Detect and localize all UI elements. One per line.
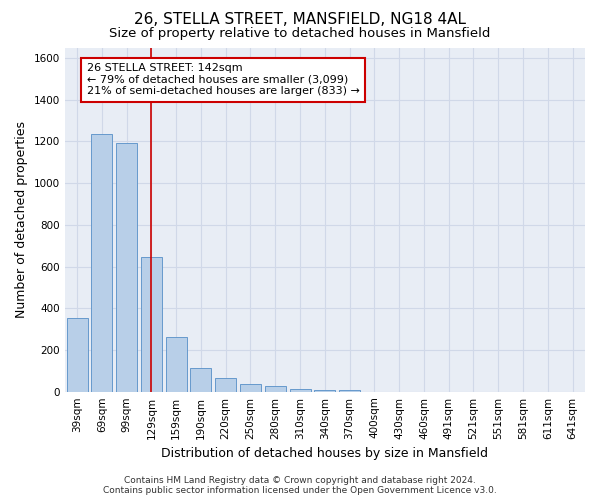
Bar bbox=[215, 378, 236, 392]
Text: Contains HM Land Registry data © Crown copyright and database right 2024.
Contai: Contains HM Land Registry data © Crown c… bbox=[103, 476, 497, 495]
Bar bbox=[265, 386, 286, 392]
Text: Size of property relative to detached houses in Mansfield: Size of property relative to detached ho… bbox=[109, 28, 491, 40]
Bar bbox=[339, 390, 360, 392]
Text: 26, STELLA STREET, MANSFIELD, NG18 4AL: 26, STELLA STREET, MANSFIELD, NG18 4AL bbox=[134, 12, 466, 28]
Bar bbox=[290, 388, 311, 392]
Bar bbox=[314, 390, 335, 392]
Bar bbox=[190, 368, 211, 392]
Bar bbox=[166, 338, 187, 392]
Text: 26 STELLA STREET: 142sqm
← 79% of detached houses are smaller (3,099)
21% of sem: 26 STELLA STREET: 142sqm ← 79% of detach… bbox=[87, 63, 360, 96]
X-axis label: Distribution of detached houses by size in Mansfield: Distribution of detached houses by size … bbox=[161, 447, 488, 460]
Bar bbox=[67, 318, 88, 392]
Bar bbox=[91, 134, 112, 392]
Bar bbox=[116, 144, 137, 392]
Y-axis label: Number of detached properties: Number of detached properties bbox=[15, 121, 28, 318]
Bar bbox=[240, 384, 261, 392]
Bar bbox=[141, 257, 162, 392]
